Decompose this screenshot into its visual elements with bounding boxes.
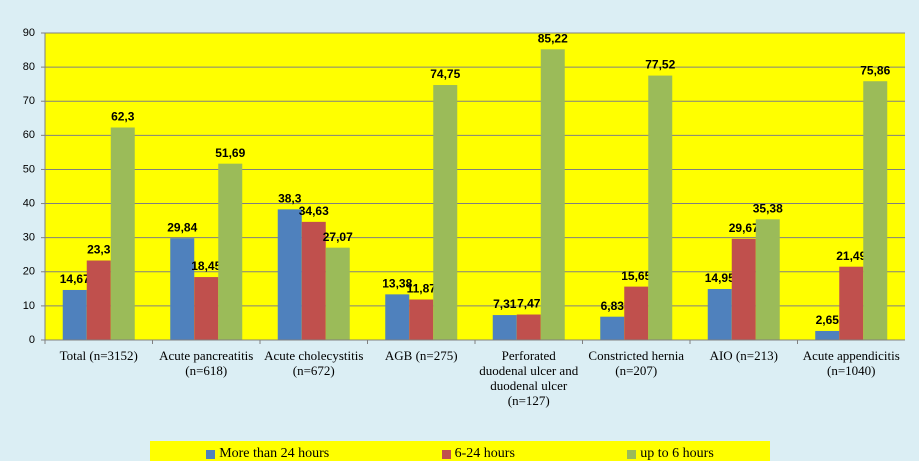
bar <box>731 238 756 340</box>
bar <box>540 49 565 340</box>
y-tick-label: 0 <box>29 334 35 346</box>
data-label: 51,69 <box>215 146 245 160</box>
bar <box>385 294 410 340</box>
y-tick-label: 50 <box>23 163 35 175</box>
bar <box>815 330 840 340</box>
bar <box>110 127 135 340</box>
data-label: 7,31 <box>493 297 517 311</box>
data-label: 34,63 <box>299 204 329 218</box>
y-tick-label: 60 <box>23 129 35 141</box>
y-tick-label: 10 <box>23 300 35 312</box>
data-label: 75,86 <box>860 63 890 77</box>
bar <box>170 238 195 340</box>
bar <box>863 81 888 341</box>
x-tick-label: AIO (n=213) <box>709 348 778 363</box>
data-label: 29,67 <box>729 221 759 235</box>
bar <box>301 221 326 340</box>
bar <box>516 314 541 340</box>
bar <box>839 266 864 340</box>
bar <box>433 85 458 341</box>
data-label: 62,3 <box>111 110 135 124</box>
legend-swatch <box>627 449 637 459</box>
data-label: 21,49 <box>836 249 866 263</box>
legend-item: 6-24 hours <box>441 446 515 461</box>
bar <box>218 163 243 340</box>
bar <box>277 209 302 340</box>
legend-swatch <box>441 449 451 459</box>
legend-label: More than 24 hours <box>219 446 330 461</box>
bar <box>755 219 780 340</box>
data-label: 23,3 <box>87 243 111 257</box>
bar <box>624 286 649 340</box>
y-tick-label: 40 <box>23 197 35 209</box>
legend-swatch <box>206 449 216 459</box>
bar <box>194 277 219 340</box>
bar <box>707 289 732 340</box>
data-label: 27,07 <box>323 230 353 244</box>
bar <box>86 260 111 340</box>
bar <box>492 315 517 340</box>
x-tick-label: Total (n=3152) <box>59 348 138 363</box>
data-label: 6,83 <box>601 299 625 313</box>
legend-item: up to 6 hours <box>627 446 714 461</box>
data-label: 13,38 <box>382 277 412 291</box>
legend-label: up to 6 hours <box>640 446 714 461</box>
x-tick-label: Acute cholecystitis (n=672) <box>264 348 364 378</box>
data-label: 35,38 <box>753 201 783 215</box>
bar <box>325 247 350 340</box>
data-label: 14,67 <box>60 272 90 286</box>
data-label: 74,75 <box>430 67 460 81</box>
x-tick-label: Constricted hernia (n=207) <box>588 348 685 378</box>
data-label: 85,22 <box>538 31 568 45</box>
y-tick-label: 20 <box>23 266 35 278</box>
data-label: 14,95 <box>705 271 735 285</box>
y-tick-label: 80 <box>23 61 35 73</box>
y-tick-label: 30 <box>23 232 35 244</box>
y-tick-label: 90 <box>23 27 35 39</box>
legend-label: 6-24 hours <box>454 446 515 461</box>
bar <box>600 316 625 340</box>
data-label: 29,84 <box>167 220 197 234</box>
data-label: 11,87 <box>407 282 437 296</box>
x-tick-label: Acute pancreatitis (n=618) <box>159 348 254 378</box>
bar <box>409 299 434 340</box>
bar <box>62 289 87 340</box>
data-label: 38,3 <box>278 192 302 206</box>
bar <box>648 75 673 340</box>
legend: More than 24 hours 6-24 hours up to 6 hour… <box>150 441 770 461</box>
y-tick-label: 70 <box>23 95 35 107</box>
data-label: 7,47 <box>517 297 541 311</box>
data-label: 15,65 <box>621 269 651 283</box>
x-tick-label: Perforated duodenal ulcer and duodenal u… <box>479 348 579 408</box>
x-tick-label: AGB (n=275) <box>384 348 458 363</box>
legend-item: More than 24 hours <box>206 446 329 461</box>
data-label: 2,65 <box>816 313 840 327</box>
x-tick-label: Acute appendicitis (n=1040) <box>802 348 900 378</box>
data-label: 18,45 <box>191 259 221 273</box>
data-label: 77,52 <box>645 58 675 72</box>
